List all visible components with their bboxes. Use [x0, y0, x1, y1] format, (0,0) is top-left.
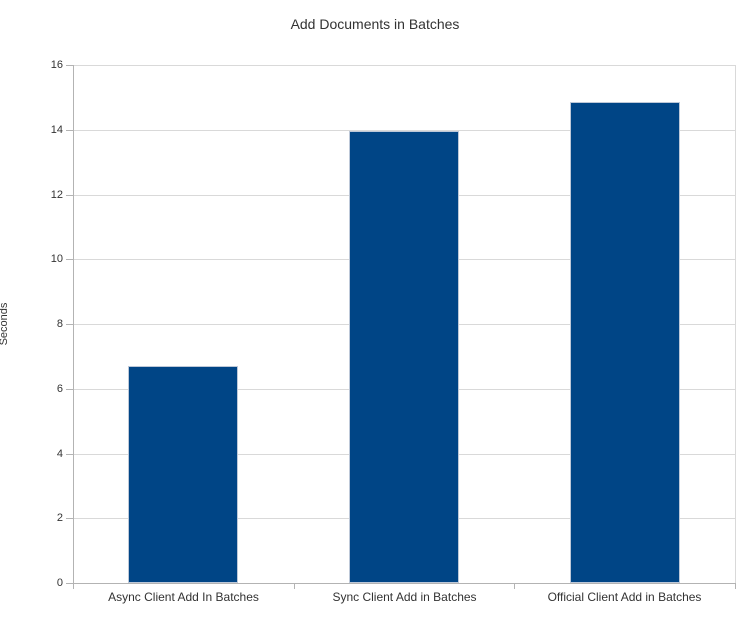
y-tick-mark: [66, 130, 73, 131]
y-tick-label: 10: [50, 253, 63, 265]
y-tick-mark: [66, 518, 73, 519]
y-tick-mark: [66, 324, 73, 325]
x-tick-mark: [735, 583, 736, 589]
y-tick-mark: [66, 454, 73, 455]
left-axis-line: [73, 65, 74, 583]
y-tick-mark: [66, 65, 73, 66]
x-tick-mark: [73, 583, 74, 589]
y-tick-label: 4: [56, 448, 63, 460]
gridline: [73, 130, 735, 131]
y-tick-mark: [66, 583, 73, 584]
gridline: [73, 65, 735, 66]
bar: [128, 366, 238, 583]
y-tick-mark: [66, 259, 73, 260]
y-axis-title: Seconds: [0, 302, 10, 346]
y-tick-label: 14: [50, 124, 63, 136]
x-tick-label: Async Client Add In Batches: [108, 590, 259, 604]
right-border-line: [735, 65, 736, 583]
x-tick-mark: [294, 583, 295, 589]
x-tick-label: Sync Client Add in Batches: [332, 590, 477, 604]
y-tick-label: 0: [56, 577, 63, 589]
x-tick-mark: [514, 583, 515, 589]
x-tick-label: Official Client Add in Batches: [547, 590, 702, 604]
bottom-axis-line: [73, 583, 735, 584]
y-tick-label: 16: [50, 59, 63, 71]
y-tick-mark: [66, 389, 73, 390]
bar: [570, 102, 680, 583]
y-tick-mark: [66, 195, 73, 196]
bar: [349, 131, 459, 583]
y-tick-label: 8: [56, 318, 63, 330]
y-tick-label: 6: [56, 383, 63, 395]
chart-title: Add Documents in Batches: [290, 16, 460, 32]
y-tick-label: 2: [56, 512, 63, 524]
y-tick-label: 12: [50, 189, 63, 201]
